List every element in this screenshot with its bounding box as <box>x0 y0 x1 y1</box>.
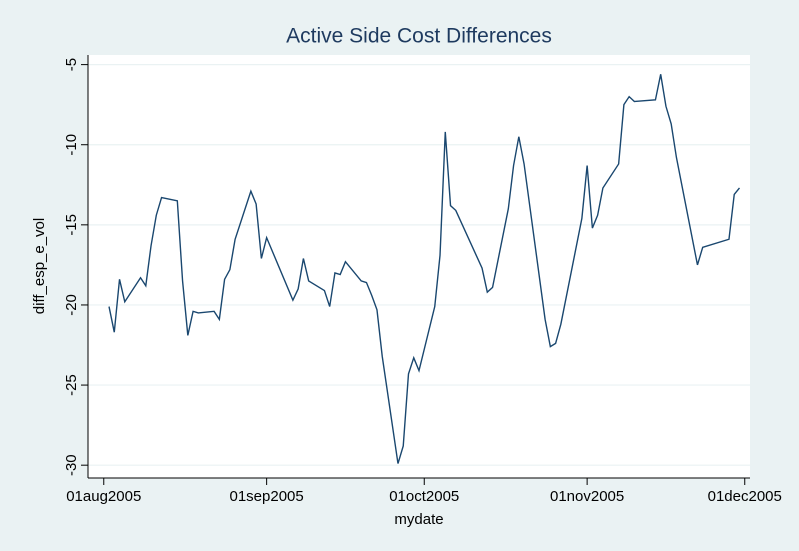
x-tick-label: 01oct2005 <box>389 488 459 505</box>
y-tick-label: -15 <box>63 214 80 236</box>
plot-area <box>88 55 750 478</box>
y-tick-label: -25 <box>63 374 80 396</box>
x-tick-label: 01dec2005 <box>708 488 782 505</box>
data-line <box>108 74 741 464</box>
y-tick-label: -20 <box>63 294 80 316</box>
y-axis-title: diff_esp_e_vol <box>31 218 48 314</box>
x-axis-title: mydate <box>394 511 443 528</box>
x-tick-label: 01nov2005 <box>550 488 624 505</box>
x-tick-label: 01sep2005 <box>230 488 304 505</box>
y-tick-label: -10 <box>63 134 80 156</box>
x-tick-label: 01aug2005 <box>66 488 141 505</box>
chart-title: Active Side Cost Differences <box>286 25 552 48</box>
y-tick-label: -30 <box>63 454 80 476</box>
y-tick-label: -5 <box>63 58 80 71</box>
